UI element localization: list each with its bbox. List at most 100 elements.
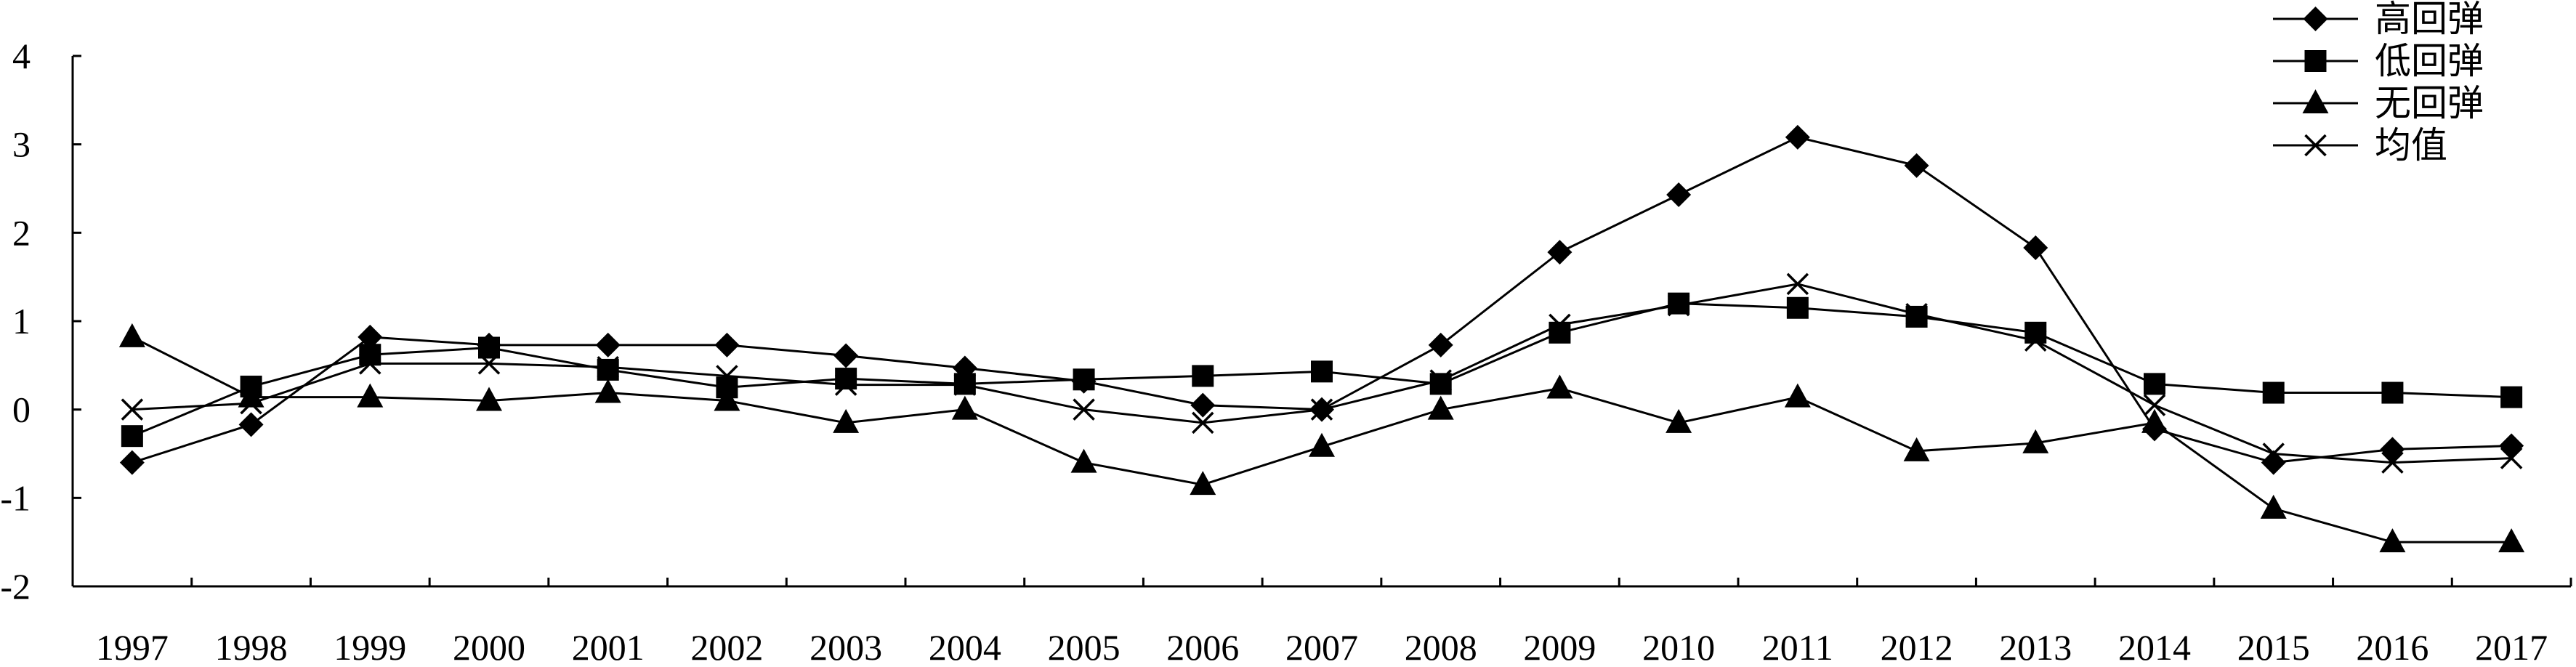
data-point-triangle	[476, 387, 502, 411]
legend-item: 低回弹	[2273, 40, 2484, 82]
data-point-x	[1786, 272, 1809, 296]
chart-axes: 4 3 2 1 0 -1 -2 1997 1998 1999 2000 2001 2002 2003 200…	[0, 36, 2572, 667]
data-point-triangle	[1784, 383, 1811, 408]
series-triangle	[118, 323, 2525, 553]
x-tick-label: 1997	[96, 627, 169, 667]
data-point-x	[1905, 303, 1928, 326]
y-tick-label: -2	[0, 566, 31, 607]
data-point-triangle	[833, 408, 860, 433]
y-tick-label: 4	[12, 36, 31, 76]
data-point-diamond	[2261, 450, 2286, 475]
data-point-x	[1192, 411, 1214, 434]
x-tick-label: 1999	[334, 627, 406, 667]
x-tick-label: 2017	[2475, 627, 2548, 667]
data-point-square	[121, 425, 143, 448]
data-point-x	[953, 373, 977, 396]
data-point-diamond	[1785, 124, 1810, 150]
data-point-triangle	[1427, 395, 1454, 420]
data-point-triangle	[357, 383, 384, 408]
x-tick-label: 2009	[1523, 627, 1596, 667]
data-point-diamond	[2023, 235, 2048, 261]
y-tick-label: 1	[12, 301, 31, 341]
legend-item: 高回弹	[2273, 0, 2484, 40]
x-tick-label: 2011	[1762, 627, 1833, 667]
data-point-diamond	[1666, 182, 1692, 208]
data-point-diamond	[358, 324, 383, 349]
data-point-diamond	[2499, 433, 2524, 458]
x-tick-label: 2003	[809, 627, 882, 667]
x-tick-label: 2001	[572, 627, 645, 667]
data-point-x	[2262, 442, 2285, 465]
x-tick-label: 2014	[2118, 627, 2191, 667]
data-point-triangle	[1070, 448, 1097, 473]
data-point-x	[1310, 398, 1333, 421]
y-tick-label: 0	[12, 389, 31, 430]
data-point-triangle	[2498, 528, 2525, 553]
data-point-x	[1073, 398, 1095, 421]
legend-label: 低回弹	[2375, 40, 2484, 82]
data-point-square	[1311, 360, 1333, 383]
y-tick-label: -1	[0, 477, 31, 518]
data-point-diamond	[1428, 332, 1453, 357]
x-tick-label: 2013	[1999, 627, 2072, 667]
data-point-square	[2262, 381, 2285, 404]
legend-marker-x	[2304, 134, 2327, 157]
data-point-triangle	[714, 387, 740, 411]
data-point-diamond	[238, 412, 264, 437]
data-point-x	[2381, 451, 2404, 474]
legend-label: 无回弹	[2375, 82, 2484, 124]
chart-series	[118, 124, 2525, 553]
data-point-triangle	[118, 323, 145, 347]
x-tick-label: 2000	[453, 627, 525, 667]
data-point-triangle	[951, 395, 978, 420]
x-tick-label: 2006	[1166, 627, 1239, 667]
legend-item: 无回弹	[2273, 82, 2484, 124]
legend-item: 均值	[2273, 124, 2447, 166]
data-point-triangle	[2260, 494, 2287, 519]
data-point-x	[1549, 313, 1571, 336]
data-point-triangle	[1190, 471, 1216, 496]
x-tick-label: 1998	[215, 627, 288, 667]
legend-marker-square	[2304, 50, 2327, 72]
x-tick-label: 2015	[2237, 627, 2310, 667]
data-point-x	[1667, 294, 1690, 317]
data-point-x	[2024, 329, 2047, 352]
x-tick-label: 2007	[1285, 627, 1358, 667]
data-point-triangle	[2379, 528, 2406, 553]
data-point-square	[1192, 365, 1214, 387]
data-point-triangle	[2022, 429, 2049, 453]
data-point-diamond	[833, 343, 859, 368]
x-tick-label: 2012	[1881, 627, 1953, 667]
legend-marker-diamond	[2303, 7, 2328, 31]
data-point-square	[1073, 368, 1095, 391]
data-point-square	[597, 358, 619, 381]
data-point-x	[477, 352, 501, 375]
x-tick-label: 2005	[1048, 627, 1121, 667]
data-point-triangle	[1665, 408, 1692, 433]
data-point-x	[2143, 394, 2166, 416]
y-tick-label: 2	[12, 212, 31, 253]
x-tick-label: 2008	[1405, 627, 1477, 667]
data-point-diamond	[1190, 392, 1216, 418]
data-point-diamond	[595, 332, 621, 357]
legend-marker-triangle	[2302, 89, 2329, 113]
data-point-x	[121, 398, 144, 421]
data-point-x	[716, 365, 738, 387]
data-point-square	[2381, 381, 2404, 404]
data-point-triangle	[2141, 408, 2168, 433]
x-tick-label: 2016	[2356, 627, 2428, 667]
data-point-diamond	[714, 332, 740, 357]
series-diamond	[119, 124, 2524, 475]
data-point-x	[359, 352, 381, 375]
y-tick-label: 3	[12, 124, 31, 165]
data-point-triangle	[594, 379, 621, 403]
data-point-x	[1429, 369, 1452, 392]
data-point-diamond	[1547, 240, 1572, 265]
data-point-diamond	[119, 450, 145, 475]
legend-label: 均值	[2375, 124, 2447, 166]
x-tick-label: 2004	[929, 627, 1001, 667]
data-point-triangle	[1903, 437, 1930, 461]
data-point-square	[2144, 373, 2165, 395]
